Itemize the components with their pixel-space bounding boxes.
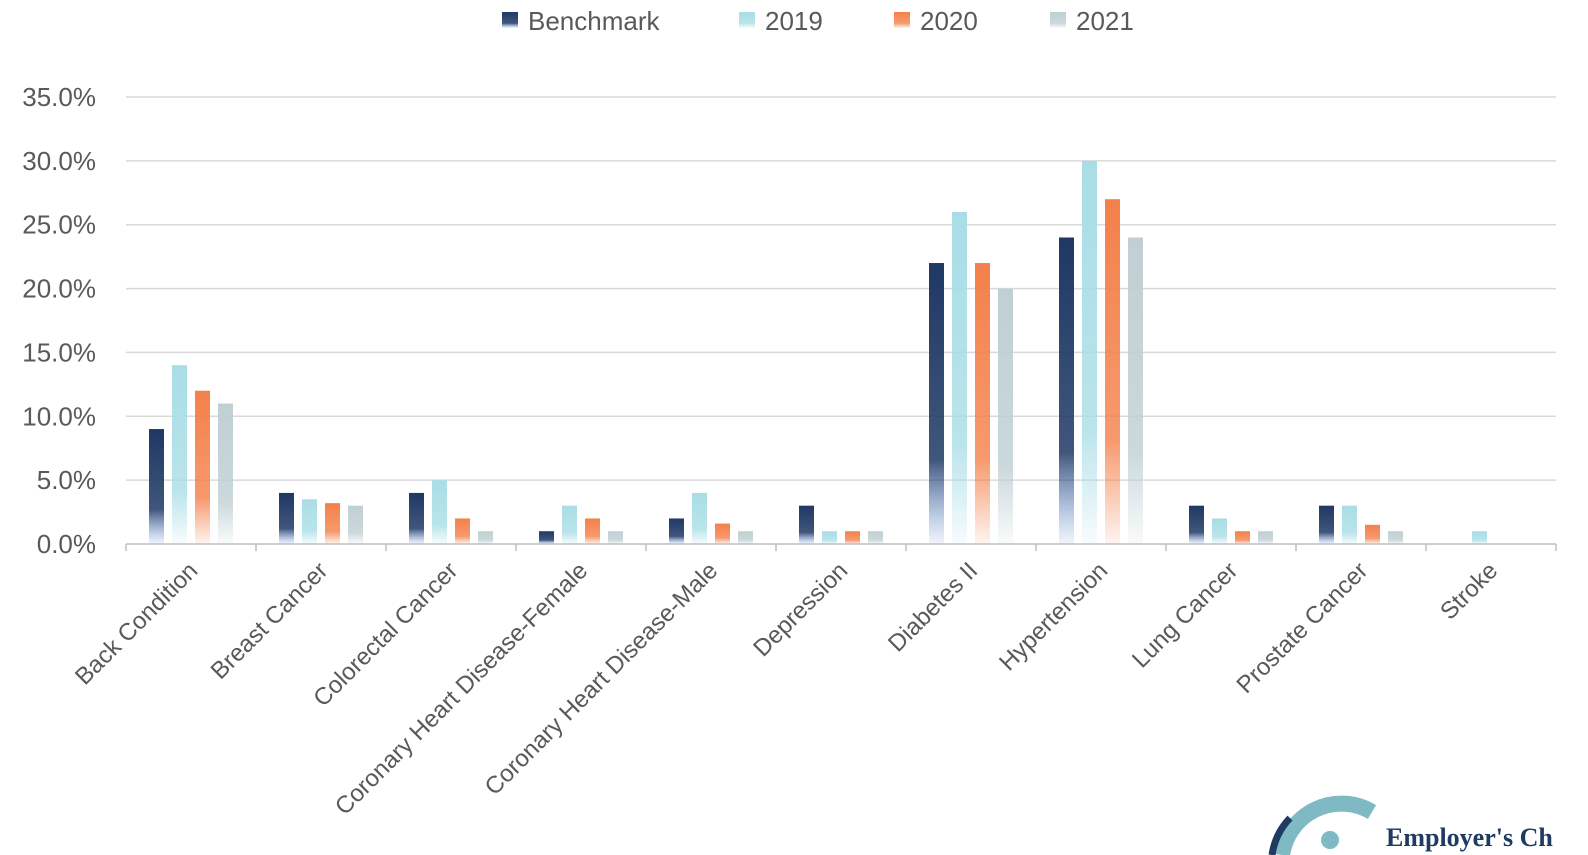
bar-2021-coronary-heart-disease-male xyxy=(738,531,753,544)
x-category-label: Lung Cancer xyxy=(1127,557,1243,673)
legend-label: 2021 xyxy=(1076,6,1134,36)
bar-benchmark-depression xyxy=(799,505,814,544)
x-category-label: Back Condition xyxy=(70,557,203,690)
x-category-label: Breast Cancer xyxy=(206,557,334,685)
x-category-label: Coronary Heart Disease-Male xyxy=(480,557,724,801)
logo-dot xyxy=(1321,831,1339,849)
logo-text: Employer's Ch xyxy=(1386,823,1553,852)
bar-2019-lung-cancer xyxy=(1212,518,1227,544)
bar-2020-lung-cancer xyxy=(1235,531,1250,544)
y-tick-label: 35.0% xyxy=(22,82,96,112)
bar-2019-coronary-heart-disease-male xyxy=(692,492,707,544)
bar-2019-prostate-cancer xyxy=(1342,505,1357,544)
bar-2019-back-condition xyxy=(172,365,187,544)
x-category-label: Prostate Cancer xyxy=(1232,557,1374,699)
bar-2021-breast-cancer xyxy=(348,505,363,544)
bar-2019-hypertension xyxy=(1082,160,1097,544)
bar-2020-coronary-heart-disease-female xyxy=(585,518,600,544)
bar-2020-colorectal-cancer xyxy=(455,518,470,544)
y-tick-label: 30.0% xyxy=(22,146,96,176)
bar-2021-back-condition xyxy=(218,403,233,544)
legend-swatch xyxy=(1050,12,1066,28)
legend-label: 2020 xyxy=(920,6,978,36)
bar-2020-prostate-cancer xyxy=(1365,524,1380,544)
y-tick-label: 10.0% xyxy=(22,401,96,431)
bar-benchmark-coronary-heart-disease-female xyxy=(539,531,554,544)
bar-2020-depression xyxy=(845,531,860,544)
bar-2021-prostate-cancer xyxy=(1388,531,1403,544)
bar-benchmark-lung-cancer xyxy=(1189,505,1204,544)
bar-2019-breast-cancer xyxy=(302,499,317,544)
y-tick-label: 25.0% xyxy=(22,210,96,240)
bar-2019-coronary-heart-disease-female xyxy=(562,505,577,544)
y-tick-label: 0.0% xyxy=(37,529,96,559)
x-category-label: Depression xyxy=(748,557,853,662)
bar-2020-coronary-heart-disease-male xyxy=(715,523,730,544)
y-tick-label: 15.0% xyxy=(22,337,96,367)
bar-2021-lung-cancer xyxy=(1258,531,1273,544)
legend-label: Benchmark xyxy=(528,6,660,36)
bar-benchmark-diabetes-ii xyxy=(929,263,944,544)
logo: Employer's Ch xyxy=(1268,795,1553,855)
bar-benchmark-prostate-cancer xyxy=(1319,505,1334,544)
y-tick-label: 5.0% xyxy=(37,465,96,495)
legend-swatch xyxy=(739,12,755,28)
bar-2020-diabetes-ii xyxy=(975,263,990,544)
bar-2021-colorectal-cancer xyxy=(478,531,493,544)
bar-2020-hypertension xyxy=(1105,199,1120,544)
legend-swatch xyxy=(894,12,910,28)
bar-2021-diabetes-ii xyxy=(998,288,1013,544)
bar-benchmark-colorectal-cancer xyxy=(409,492,424,544)
bar-2019-colorectal-cancer xyxy=(432,480,447,544)
x-category-label: Hypertension xyxy=(994,557,1113,676)
bar-2019-depression xyxy=(822,531,837,544)
bar-2021-depression xyxy=(868,531,883,544)
y-axis: 0.0% 5.0% 10.0% 15.0% 20.0% 25.0% 30.0% 35.0% xyxy=(22,82,96,559)
bar-benchmark-back-condition xyxy=(149,429,164,544)
legend-label: 2019 xyxy=(765,6,823,36)
bar-2019-diabetes-ii xyxy=(952,211,967,544)
bar-2020-back-condition xyxy=(195,390,210,544)
bars xyxy=(149,160,1487,544)
legend-swatch xyxy=(502,12,518,28)
logo-arc-dark xyxy=(1268,815,1293,855)
bar-2021-coronary-heart-disease-female xyxy=(608,531,623,544)
logo-arc xyxy=(1274,795,1377,855)
bar-2021-hypertension xyxy=(1128,237,1143,544)
bar-benchmark-breast-cancer xyxy=(279,492,294,544)
bar-benchmark-coronary-heart-disease-male xyxy=(669,518,684,544)
x-category-label: Stroke xyxy=(1435,557,1503,625)
y-tick-label: 20.0% xyxy=(22,274,96,304)
x-category-label: Coronary Heart Disease-Female xyxy=(330,557,593,820)
legend: Benchmark 2019 2020 2021 xyxy=(502,6,1134,36)
x-category-label: Colorectal Cancer xyxy=(308,557,463,712)
x-category-label: Diabetes II xyxy=(883,557,983,657)
bar-2019-stroke xyxy=(1472,531,1487,544)
gridlines xyxy=(126,96,1556,481)
bar-2020-breast-cancer xyxy=(325,503,340,544)
bar-benchmark-hypertension xyxy=(1059,237,1074,544)
